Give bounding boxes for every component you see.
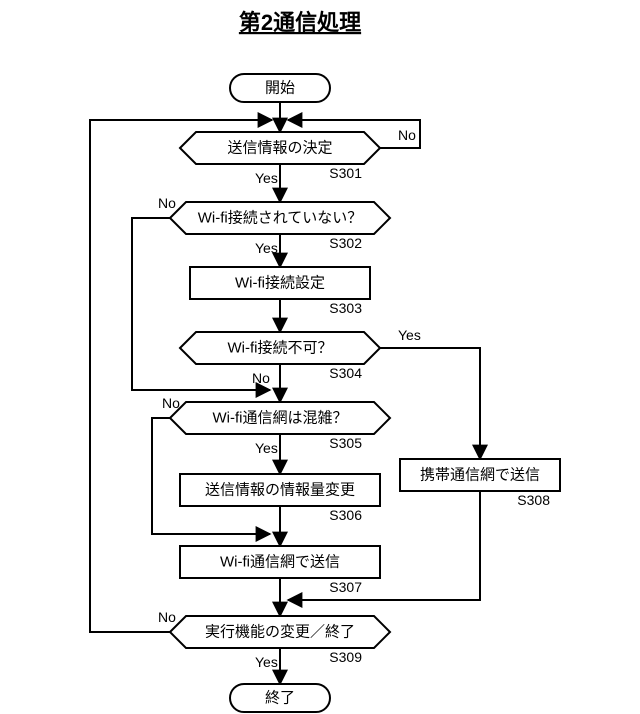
node-label: 実行機能の変更／終了 (205, 624, 355, 641)
edge-label: Yes (255, 440, 278, 456)
step-label: S303 (329, 300, 362, 316)
node-label: 開始 (265, 80, 295, 97)
node-end: 終了 (230, 684, 330, 712)
step-label: S307 (329, 579, 362, 595)
nodes-layer: 開始送信情報の決定 S301 Wi-fi接続されていない？ S302 Wi-fi接続設定… (170, 74, 560, 712)
node-label: Wi-fi通信網で送信 (220, 554, 340, 571)
edge-label: No (398, 127, 416, 143)
node-label: 送信情報の情報量変更 (205, 482, 355, 499)
step-label: S305 (329, 435, 362, 451)
edges-layer: Yes Yes No Yes Yes No No Yes No No (90, 102, 480, 684)
step-label: S302 (329, 235, 362, 251)
edge-label: No (252, 370, 270, 386)
edge-label: No (158, 195, 176, 211)
node-label: Wi-fi接続されていない？ (198, 210, 363, 227)
edge-label: Yes (255, 240, 278, 256)
node-label: 携帯通信網で送信 (420, 467, 540, 484)
edge-label: No (158, 609, 176, 625)
node-label: 終了 (265, 690, 295, 707)
step-label: S306 (329, 507, 362, 523)
edge (380, 348, 480, 459)
node-label: 送信情報の決定 (227, 140, 332, 157)
step-label: S309 (329, 649, 362, 665)
edge-label: No (162, 395, 180, 411)
edge-label: Yes (398, 327, 421, 343)
step-label: S301 (329, 165, 362, 181)
node-start: 開始 (230, 74, 330, 102)
step-label: S304 (329, 365, 362, 381)
edge-label: Yes (255, 170, 278, 186)
diagram-title: 第2通信処理 (239, 10, 361, 35)
node-label: Wi-fi接続設定 (235, 275, 325, 292)
step-label: S308 (517, 492, 550, 508)
node-label: Wi-fi接続不可？ (228, 340, 333, 357)
edge-label: Yes (255, 654, 278, 670)
node-label: Wi-fi通信網は混雑？ (213, 410, 348, 427)
